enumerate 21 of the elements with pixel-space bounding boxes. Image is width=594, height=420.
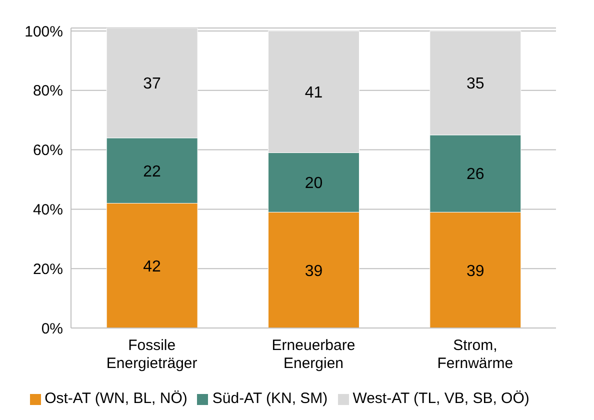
legend-label: Ost-AT (WN, BL, NÖ) — [44, 390, 188, 407]
x-tick-label: Erneuerbare Energien — [272, 337, 356, 372]
y-tick-label: 40% — [32, 202, 63, 219]
y-tick-label: 20% — [32, 260, 63, 278]
x-tick-label: Strom, Fernwärme — [437, 337, 514, 372]
data-label: 26 — [466, 166, 484, 184]
data-label: 20 — [304, 175, 323, 192]
data-label: 22 — [143, 163, 162, 180]
data-label: 39 — [466, 262, 484, 280]
y-tick-label: 100% — [24, 23, 63, 40]
data-label: 41 — [304, 84, 323, 102]
y-tick-label: 80% — [32, 82, 63, 100]
x-tick-label: Fossile Energieträger — [106, 337, 198, 372]
y-tick-label: 0% — [41, 320, 63, 338]
data-label: 39 — [304, 262, 323, 280]
data-label: 35 — [466, 76, 484, 93]
legend-label: Süd-AT (KN, SM) — [212, 390, 328, 407]
data-label: 37 — [143, 76, 162, 93]
legend-label: West-AT (TL, VB, SB, OÖ) — [352, 390, 530, 407]
y-tick-label: 60% — [32, 142, 63, 160]
data-label: 42 — [143, 258, 162, 276]
